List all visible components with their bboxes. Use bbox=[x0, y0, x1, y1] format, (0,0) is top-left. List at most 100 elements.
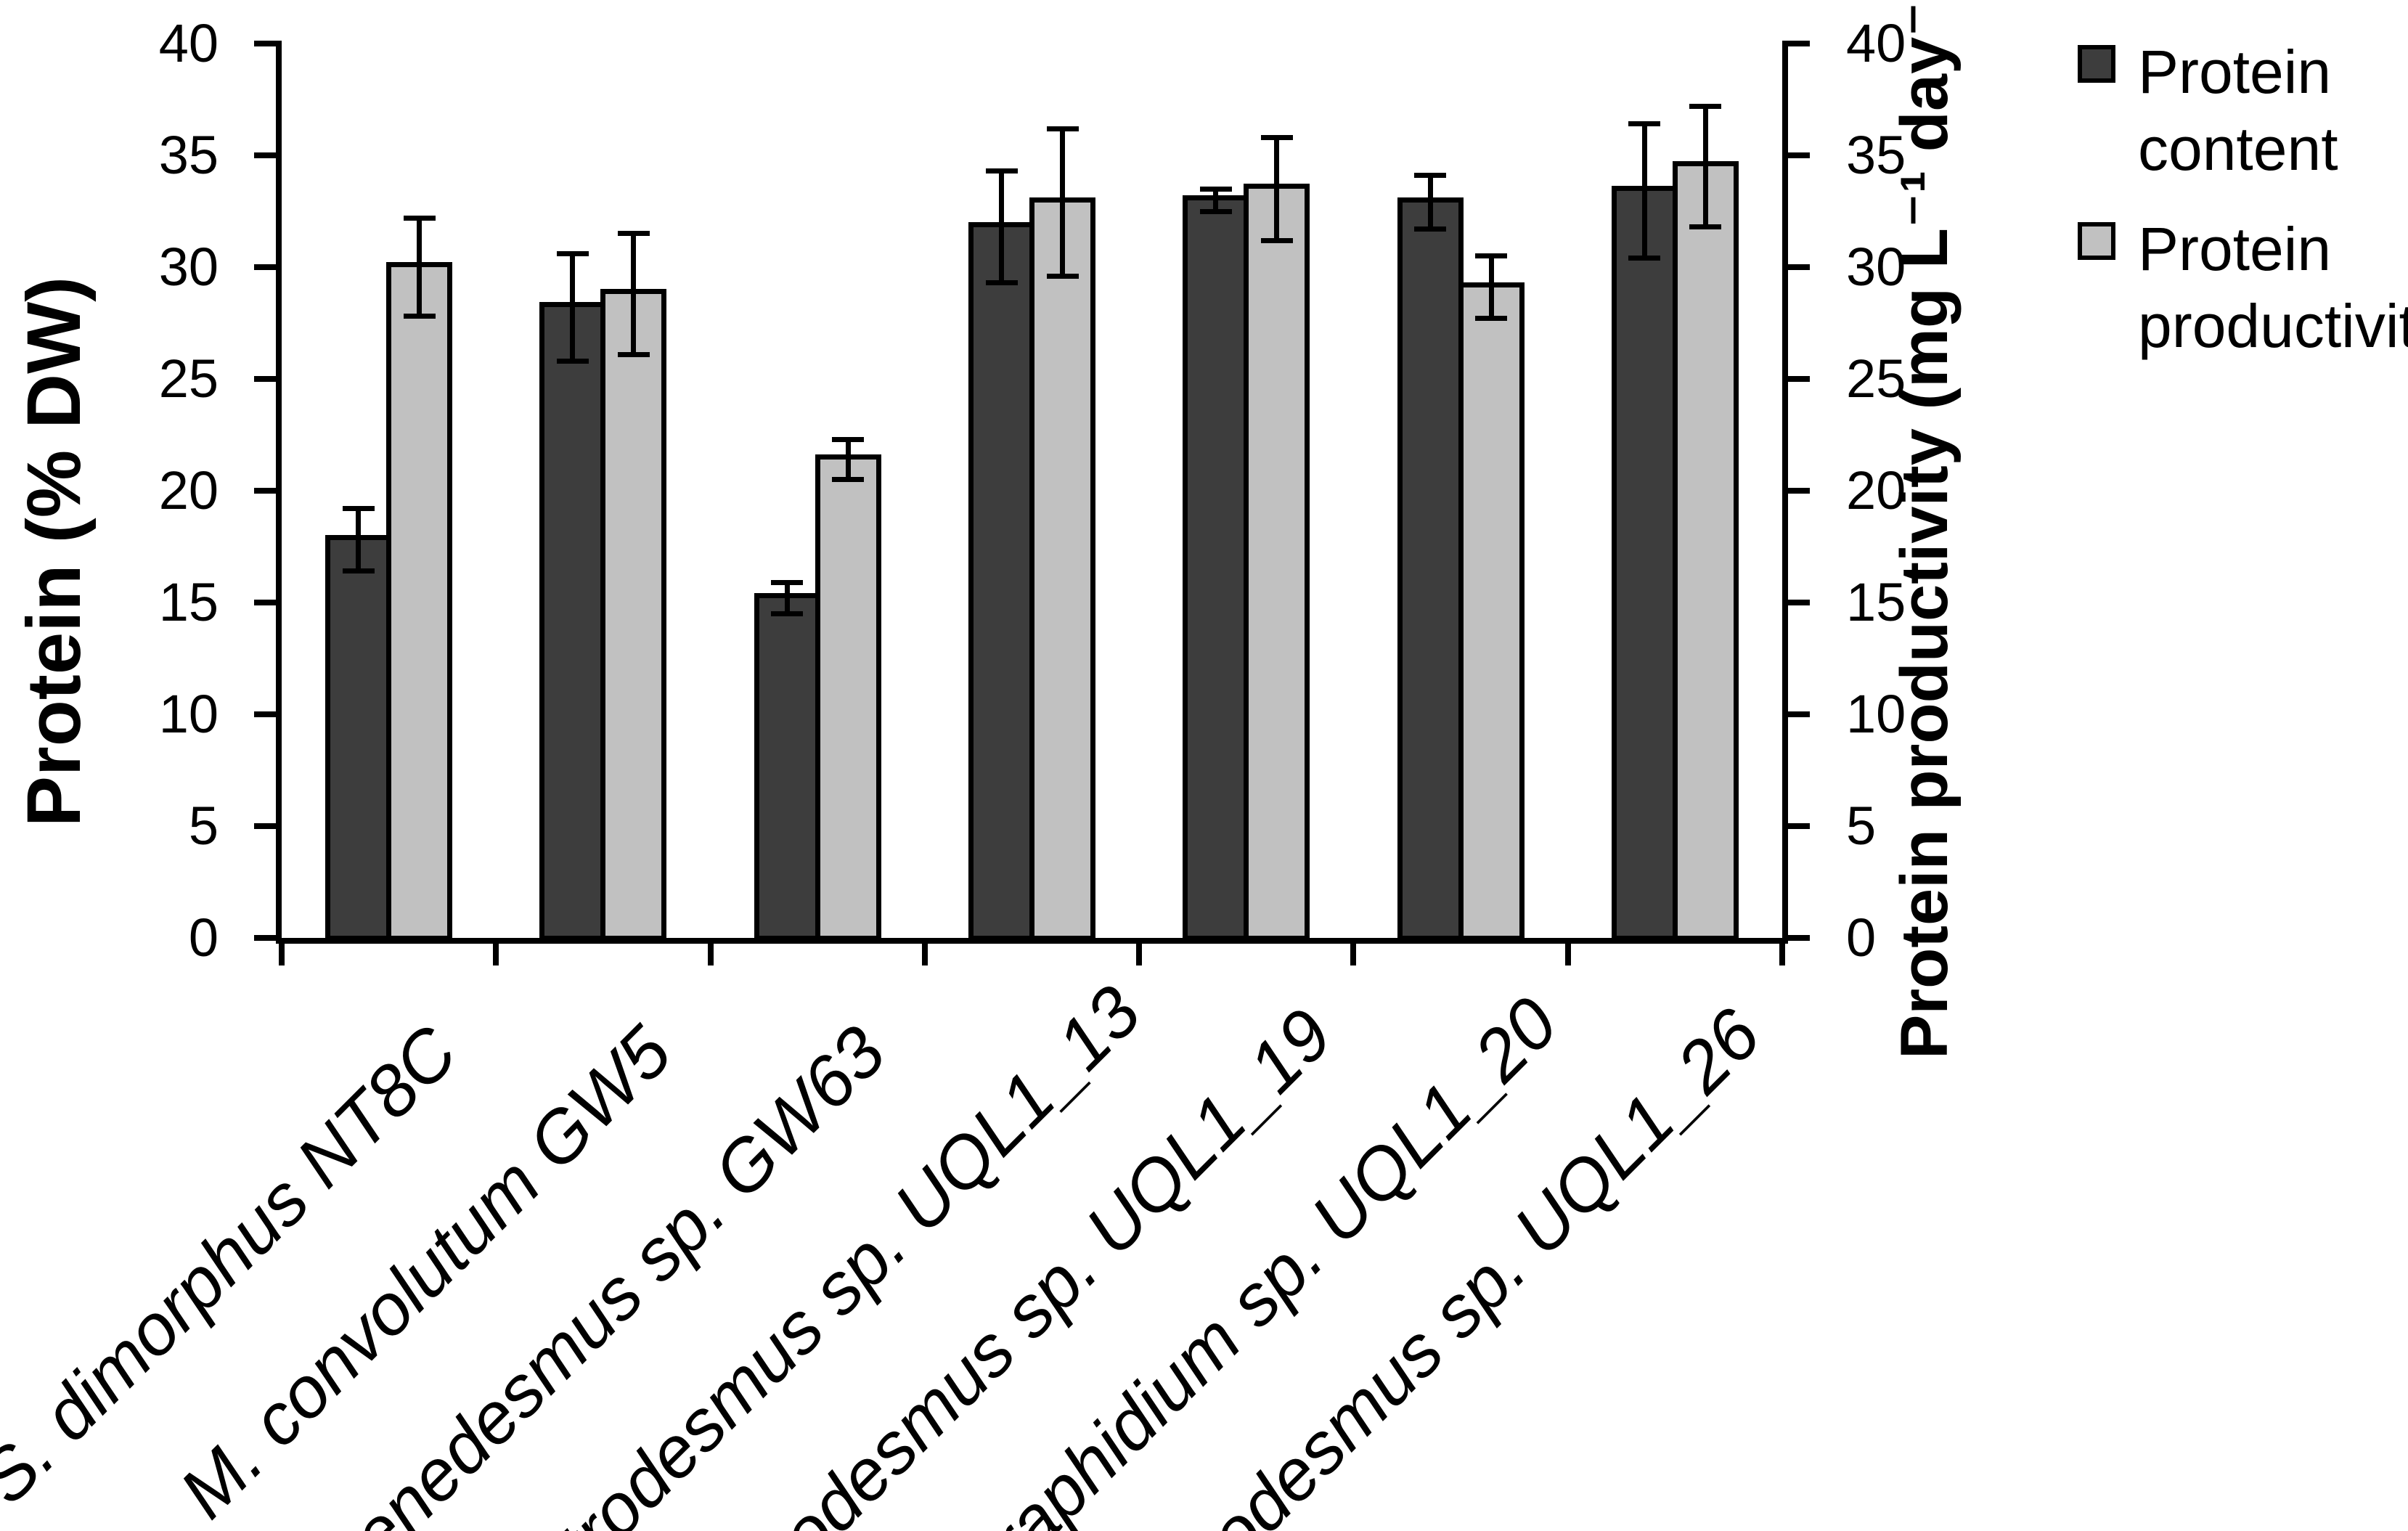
right-y-tick bbox=[1788, 376, 1810, 382]
right-y-tick-label: 30 bbox=[1846, 237, 1906, 297]
right-y-tick bbox=[1788, 41, 1810, 46]
error-bar-bottom-cap bbox=[1475, 316, 1508, 322]
bar-content bbox=[754, 592, 820, 941]
left-y-tick bbox=[254, 711, 276, 717]
error-bar-top-cap bbox=[1046, 126, 1079, 131]
left-y-tick bbox=[254, 41, 276, 46]
right-y-tick-label: 25 bbox=[1846, 348, 1906, 409]
error-bar-line bbox=[1427, 175, 1433, 229]
error-bar-line bbox=[356, 508, 362, 571]
left-axis-line bbox=[276, 41, 282, 944]
bar-content bbox=[1397, 197, 1464, 941]
right-y-tick bbox=[1788, 711, 1810, 717]
bar-content bbox=[539, 302, 606, 941]
left-y-tick-label: 10 bbox=[158, 684, 219, 744]
left-y-tick bbox=[254, 823, 276, 829]
error-bar-bottom-cap bbox=[617, 351, 650, 357]
error-bar-bottom-cap bbox=[1689, 224, 1722, 230]
bar-content bbox=[1183, 195, 1249, 941]
x-tick bbox=[493, 944, 499, 965]
bar-content bbox=[1611, 186, 1678, 941]
legend-label: Protein productivity bbox=[2138, 215, 2408, 360]
legend-swatch bbox=[2078, 222, 2115, 260]
bar-productivity bbox=[1672, 161, 1739, 941]
error-bar-line bbox=[631, 233, 637, 355]
error-bar-top-cap bbox=[1628, 121, 1661, 127]
error-bar-line bbox=[570, 253, 576, 362]
error-bar-line bbox=[784, 582, 790, 614]
bar-productivity bbox=[815, 454, 881, 941]
right-y-tick bbox=[1788, 600, 1810, 605]
left-y-tick bbox=[254, 488, 276, 494]
left-y-tick bbox=[254, 376, 276, 382]
error-bar-top-cap bbox=[617, 231, 650, 237]
x-axis-line bbox=[276, 938, 1788, 944]
left-y-tick-label: 25 bbox=[158, 348, 219, 409]
error-bar-top-cap bbox=[1414, 173, 1447, 179]
error-bar-bottom-cap bbox=[342, 568, 375, 574]
right-y-tick-label: 10 bbox=[1846, 684, 1906, 744]
x-tick bbox=[707, 944, 714, 965]
left-y-tick-label: 0 bbox=[188, 907, 219, 968]
x-tick bbox=[921, 944, 928, 965]
right-axis-line bbox=[1782, 41, 1788, 944]
left-y-tick-label: 35 bbox=[158, 125, 219, 185]
bar-productivity bbox=[1244, 184, 1310, 941]
bar-productivity bbox=[386, 262, 453, 941]
bar-productivity bbox=[1458, 282, 1525, 941]
error-bar-bottom-cap bbox=[556, 358, 589, 364]
error-bar-top-cap bbox=[985, 168, 1018, 174]
left-y-tick bbox=[254, 264, 276, 270]
error-bar-line bbox=[1702, 106, 1708, 227]
error-bar-line bbox=[1274, 137, 1280, 241]
error-bar-top-cap bbox=[1689, 103, 1722, 109]
left-y-tick-label: 40 bbox=[158, 13, 219, 73]
right-y-tick-label: 40 bbox=[1846, 13, 1906, 73]
left-y-tick-label: 15 bbox=[158, 572, 219, 632]
right-y-tick-label: 0 bbox=[1846, 907, 1877, 968]
error-bar-bottom-cap bbox=[832, 477, 865, 483]
left-y-tick bbox=[254, 600, 276, 605]
error-bar-top-cap bbox=[1475, 253, 1508, 259]
error-bar-bottom-cap bbox=[985, 280, 1018, 286]
error-bar-top-cap bbox=[771, 579, 804, 585]
error-bar-top-cap bbox=[1199, 186, 1232, 192]
x-tick bbox=[1779, 944, 1785, 965]
error-bar-bottom-cap bbox=[771, 611, 804, 616]
right-y-tick bbox=[1788, 264, 1810, 270]
bar-content bbox=[325, 534, 392, 941]
left-y-tick-label: 20 bbox=[158, 460, 219, 520]
error-bar-top-cap bbox=[832, 436, 865, 442]
left-y-tick-label: 5 bbox=[188, 796, 219, 856]
left-y-tick bbox=[254, 152, 276, 158]
error-bar-line bbox=[1060, 128, 1065, 277]
error-bar-line bbox=[417, 218, 423, 317]
legend-swatch bbox=[2078, 45, 2115, 83]
error-bar-bottom-cap bbox=[403, 314, 436, 319]
x-tick bbox=[1136, 944, 1143, 965]
error-bar-bottom-cap bbox=[1046, 273, 1079, 279]
right-y-tick bbox=[1788, 152, 1810, 158]
left-y-tick bbox=[254, 935, 276, 941]
x-tick bbox=[1564, 944, 1571, 965]
right-y-tick-label: 15 bbox=[1846, 572, 1906, 632]
legend-label: Protein content bbox=[2138, 38, 2338, 183]
error-bar-bottom-cap bbox=[1260, 237, 1293, 243]
error-bar-top-cap bbox=[403, 215, 436, 221]
right-y-tick-label: 35 bbox=[1846, 125, 1906, 185]
right-y-tick bbox=[1788, 823, 1810, 829]
error-bar-top-cap bbox=[556, 251, 589, 257]
bar-productivity bbox=[600, 288, 667, 941]
bar-content bbox=[968, 221, 1034, 941]
error-bar-line bbox=[1641, 123, 1647, 258]
error-bar-bottom-cap bbox=[1199, 208, 1232, 214]
right-y-tick bbox=[1788, 488, 1810, 494]
right-y-tick-label: 20 bbox=[1846, 460, 1906, 520]
x-tick bbox=[279, 944, 285, 965]
right-y-tick bbox=[1788, 935, 1810, 941]
x-tick bbox=[1350, 944, 1357, 965]
error-bar-line bbox=[1213, 189, 1219, 211]
error-bar-line bbox=[845, 439, 851, 480]
error-bar-bottom-cap bbox=[1414, 226, 1447, 232]
